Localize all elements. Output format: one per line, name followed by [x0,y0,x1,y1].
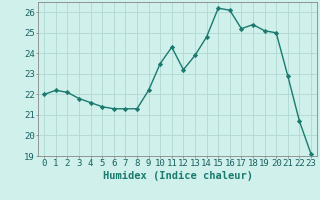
X-axis label: Humidex (Indice chaleur): Humidex (Indice chaleur) [103,171,252,181]
